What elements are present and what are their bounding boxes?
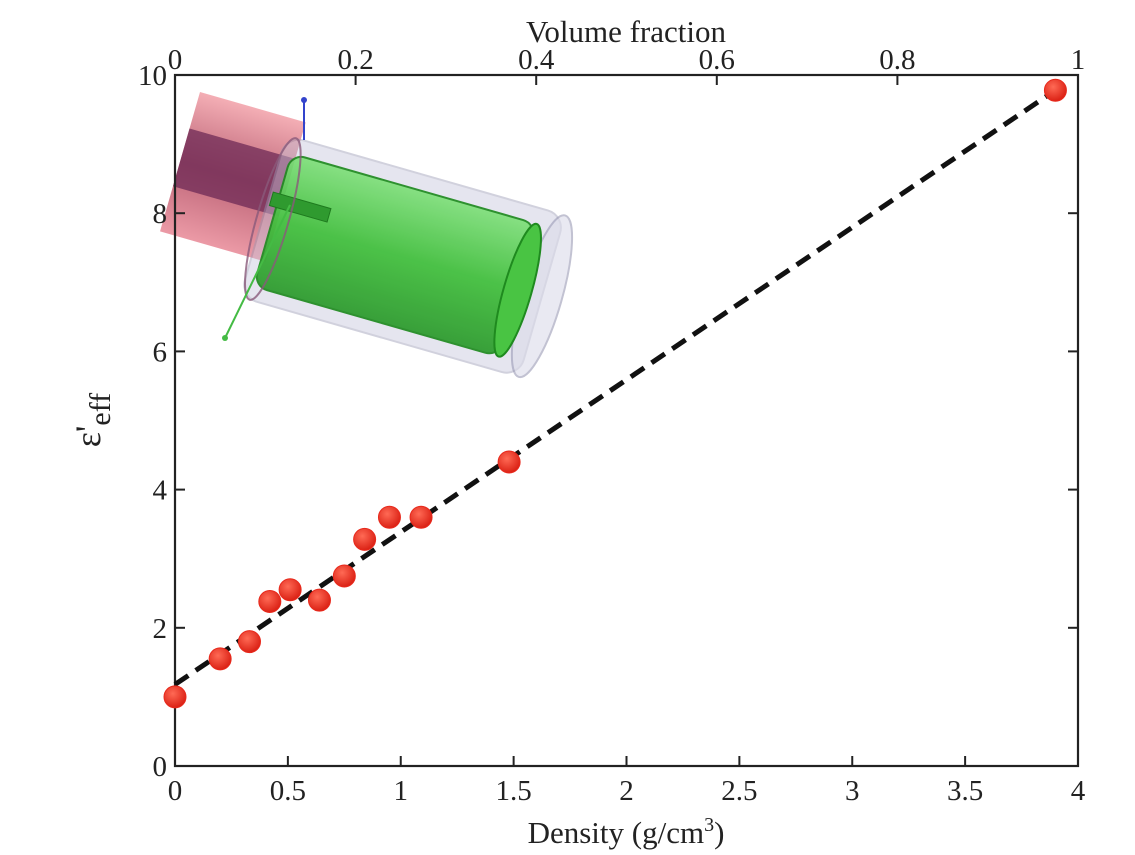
x-tick-label: 3 <box>845 775 860 807</box>
x-tick-label: 1 <box>394 775 409 807</box>
x2-tick-label: 0.8 <box>879 44 915 76</box>
y-axis-title: ε'eff <box>68 393 117 447</box>
y-tick-label: 4 <box>153 475 168 507</box>
data-point <box>353 527 377 551</box>
x-tick-label: 0 <box>168 775 183 807</box>
x2-tick-label: 0.4 <box>518 44 555 76</box>
data-points-layer <box>163 78 1067 709</box>
data-point <box>278 578 302 602</box>
data-point <box>497 450 521 474</box>
fit-line <box>173 88 1057 687</box>
x-tick-label: 2 <box>619 775 634 807</box>
data-point <box>1043 78 1067 102</box>
x-tick-label: 3.5 <box>947 775 983 807</box>
inset-3d-model <box>160 92 574 379</box>
y-tick-label: 8 <box>153 198 168 230</box>
data-point <box>307 588 331 612</box>
data-point <box>163 685 187 709</box>
data-point <box>332 564 356 588</box>
x-tick-label: 0.5 <box>270 775 306 807</box>
x2-tick-label: 1 <box>1071 44 1086 76</box>
x-tick-label: 2.5 <box>721 775 757 807</box>
y-tick-label: 0 <box>153 751 168 783</box>
data-point <box>377 505 401 529</box>
data-point <box>237 630 261 654</box>
y-tick-label: 10 <box>138 60 167 92</box>
x-tick-label: 1.5 <box>496 775 532 807</box>
axis-ticks <box>174 74 1079 767</box>
x2-tick-label: 0.6 <box>699 44 735 76</box>
data-point <box>258 590 282 614</box>
x2-tick-label: 0.2 <box>337 44 373 76</box>
y-tick-label: 2 <box>153 613 168 645</box>
data-point <box>409 505 433 529</box>
x-axis-title: Density (g/cm3) <box>528 814 725 850</box>
top-axis-title: Volume fraction <box>526 14 727 49</box>
x2-tick-label: 0 <box>168 44 183 76</box>
y-tick-label: 6 <box>153 336 168 368</box>
x-tick-label: 4 <box>1071 775 1086 807</box>
fit-line-layer <box>173 88 1057 687</box>
data-point <box>208 647 232 671</box>
